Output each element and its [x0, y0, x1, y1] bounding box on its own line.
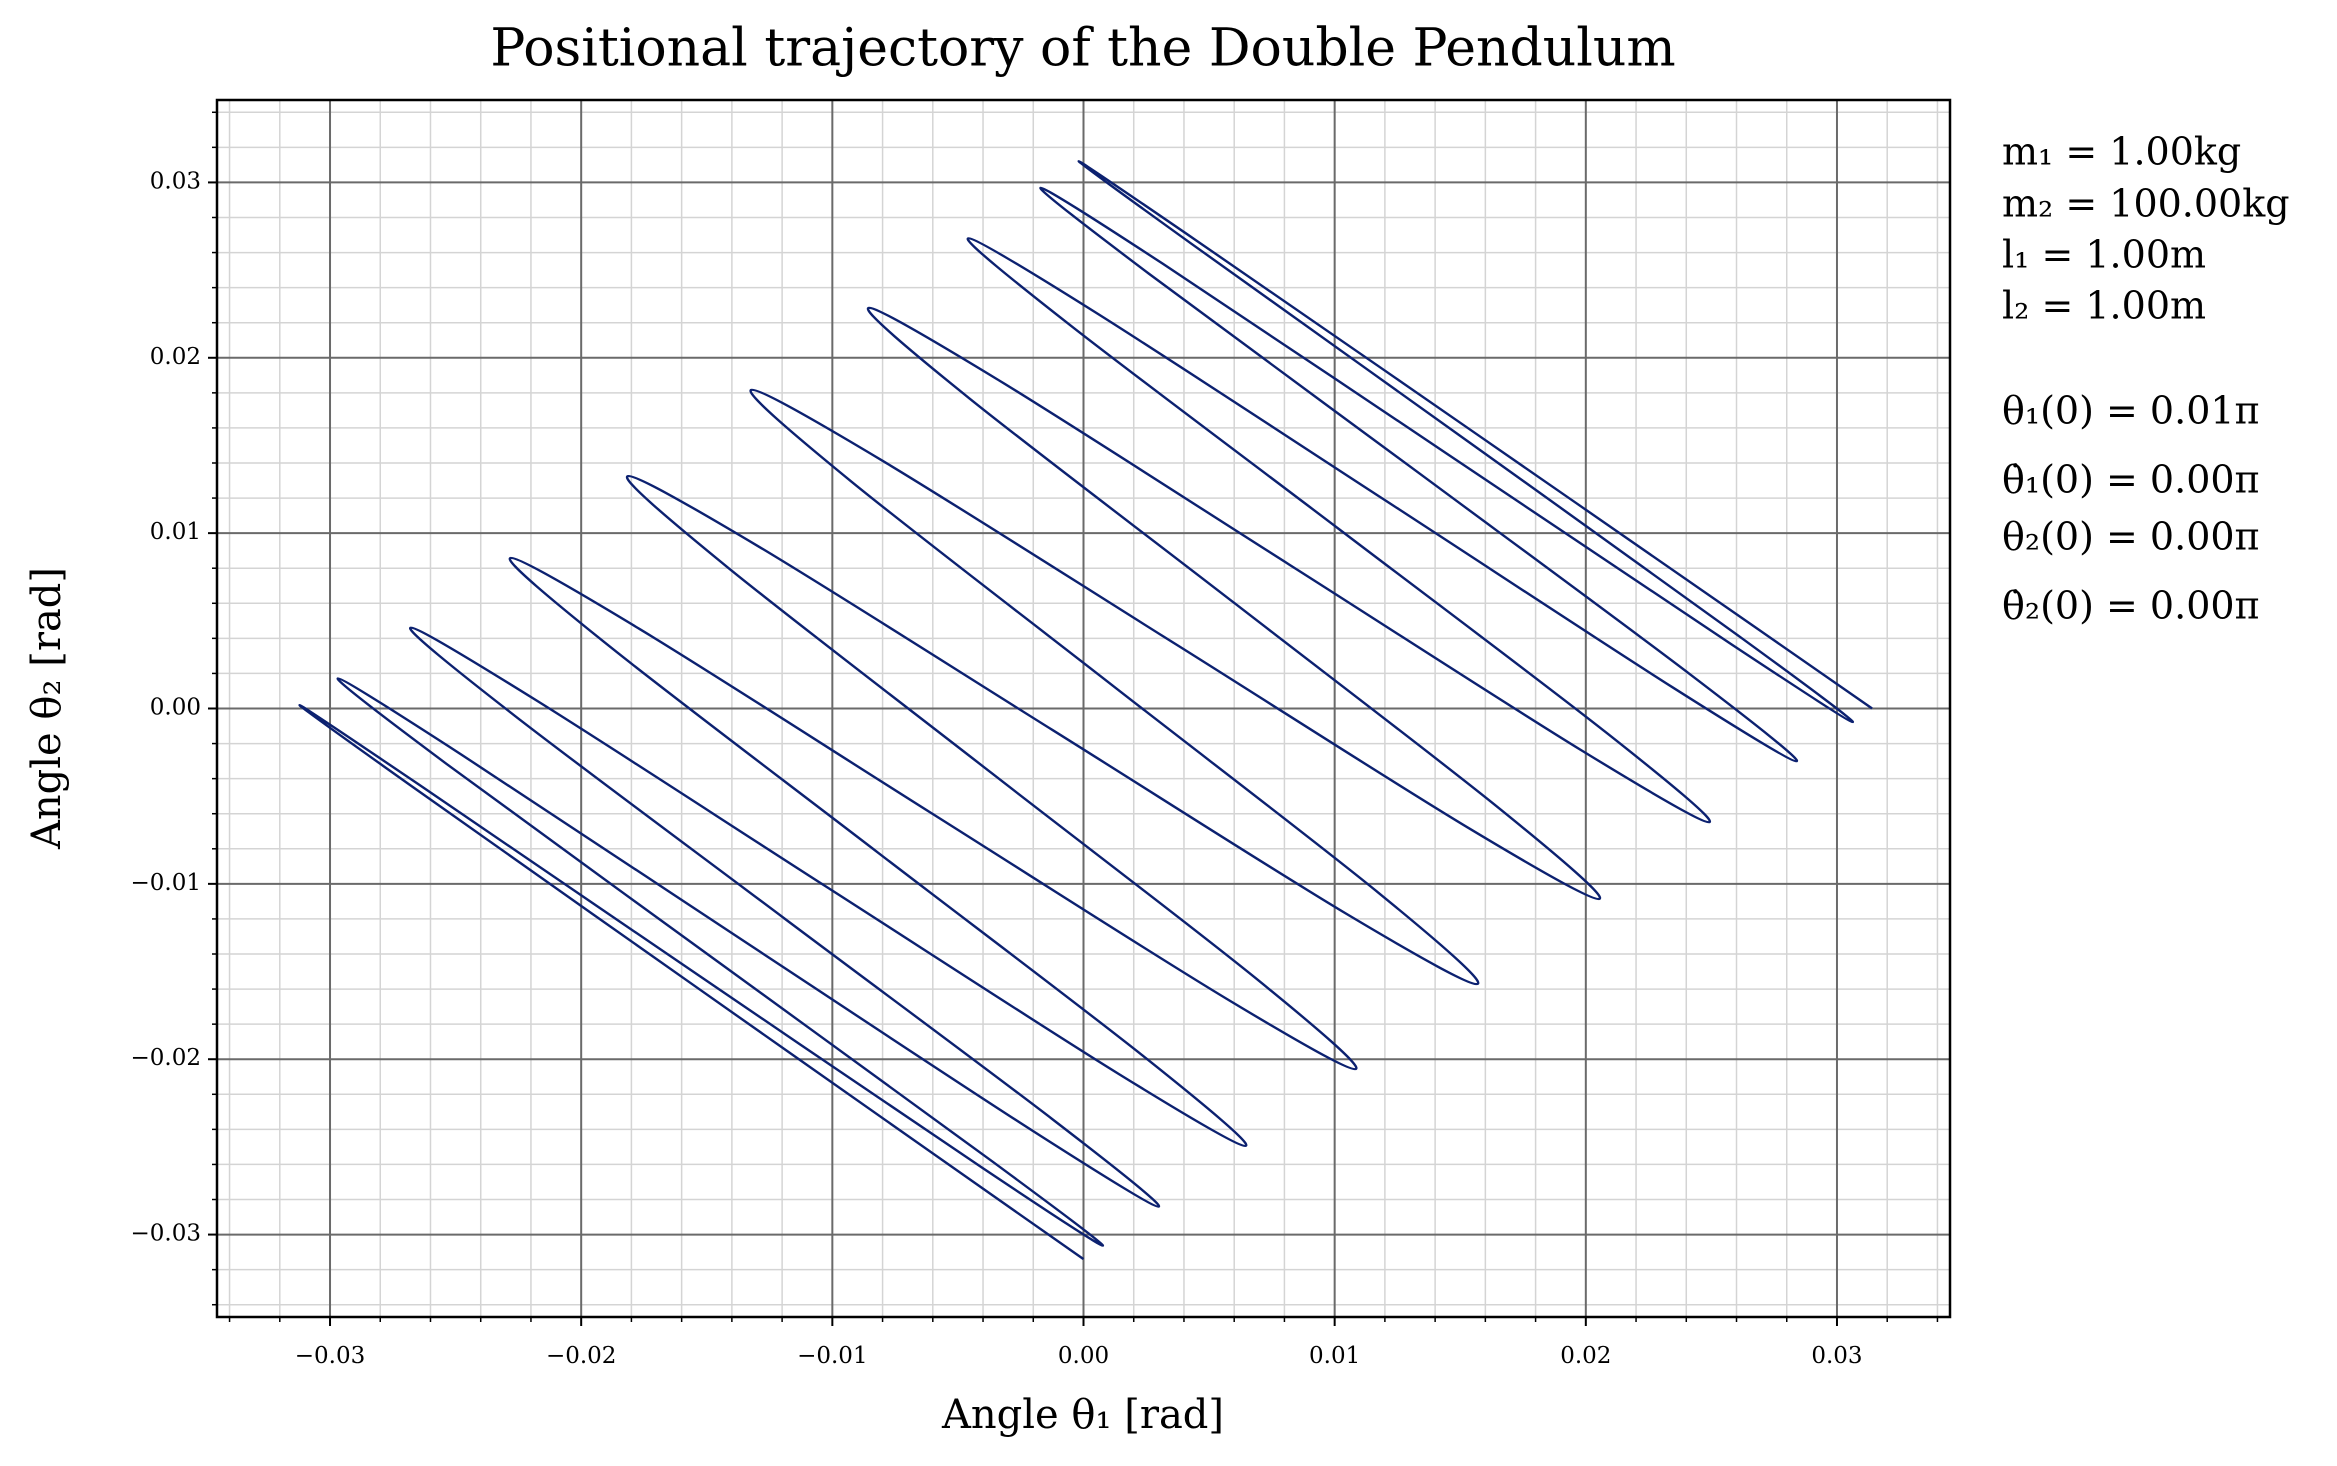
y-tick-label: 0.00	[150, 695, 201, 721]
x-tick-label: −0.01	[797, 1343, 867, 1369]
x-tick-label: 0.02	[1560, 1343, 1611, 1369]
plot-frame	[215, 98, 1952, 1319]
x-tick-label: 0.03	[1811, 1343, 1862, 1369]
parameter-annotation: l₂ = 1.00m	[2002, 284, 2206, 328]
parameter-annotation: θ₁(0) = 0.01π	[2002, 389, 2260, 433]
parameter-annotation: m₂ = 100.00kg	[2002, 182, 2290, 226]
x-axis-label: Angle θ₁ [rad]	[941, 1392, 1224, 1438]
y-axis-label: Angle θ₂ [rad]	[24, 567, 70, 850]
parameter-annotation: θ₂(0) = 0.00π	[2002, 515, 2260, 559]
x-tick-label: −0.03	[295, 1343, 365, 1369]
y-tick-label: −0.01	[131, 870, 201, 896]
parameter-annotation: m₁ = 1.00kg	[2002, 130, 2241, 174]
chart-title: Positional trajectory of the Double Pend…	[490, 19, 1675, 79]
trajectory-line	[298, 159, 1873, 1261]
y-tick-label: 0.03	[150, 168, 201, 194]
parameter-annotation: θ̇₁(0) = 0.00π	[2002, 458, 2260, 502]
parameter-annotation: θ̇₂(0) = 0.00π	[2002, 584, 2260, 628]
y-tick-label: −0.02	[131, 1045, 201, 1071]
x-tick-label: 0.00	[1058, 1343, 1109, 1369]
parameter-annotation: l₁ = 1.00m	[2002, 233, 2206, 277]
x-tick-label: −0.02	[546, 1343, 616, 1369]
y-tick-label: 0.01	[150, 519, 201, 545]
y-tick-label: −0.03	[131, 1221, 201, 1247]
y-tick-label: 0.02	[150, 344, 201, 370]
x-tick-label: 0.01	[1309, 1343, 1360, 1369]
